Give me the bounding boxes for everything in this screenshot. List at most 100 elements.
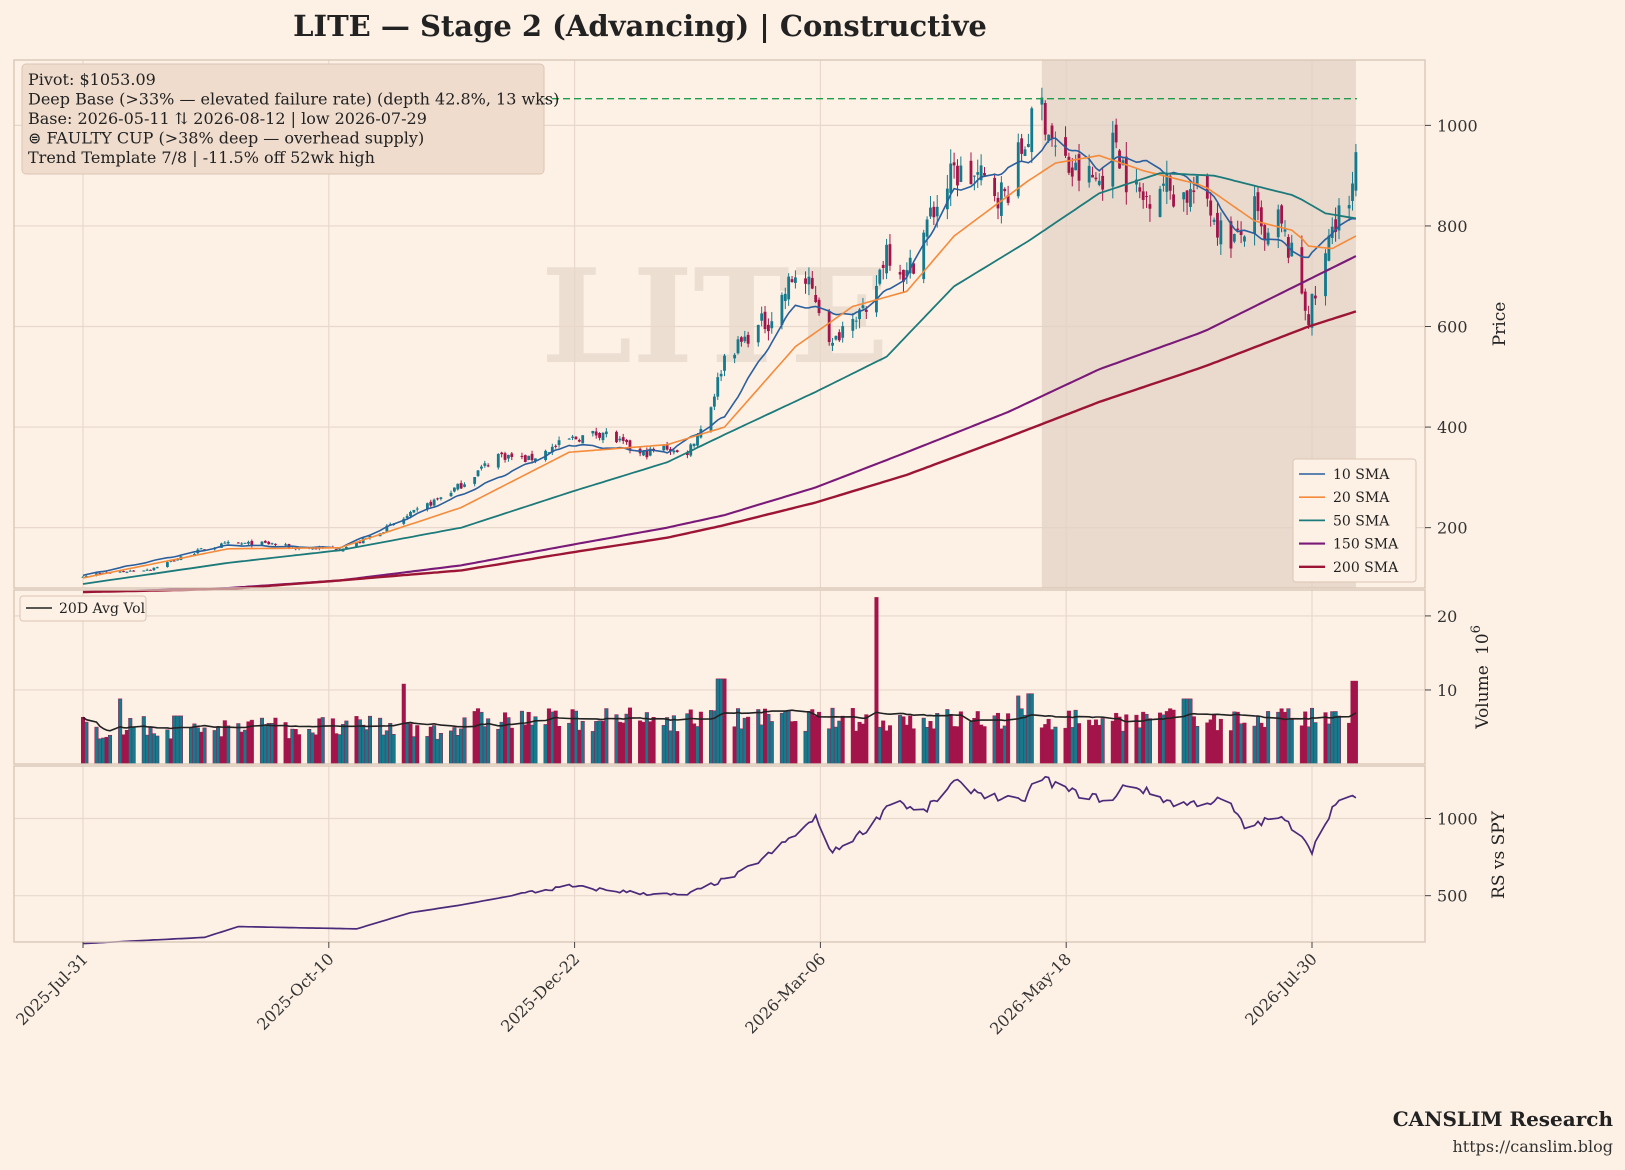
y-tick-label: 200 <box>1437 519 1468 538</box>
candle-body <box>527 455 531 460</box>
candle-body <box>861 305 865 309</box>
volume-bar <box>1309 707 1315 765</box>
info-line: Deep Base (>33% — elevated failure rate)… <box>28 90 559 109</box>
candle-body <box>1232 233 1236 242</box>
candle-body <box>1313 295 1317 299</box>
candle-body <box>662 445 666 451</box>
candle-body <box>969 160 973 185</box>
candle-body <box>145 569 149 571</box>
volume-bar <box>543 724 548 765</box>
candle-body <box>621 437 625 441</box>
candle-body <box>885 244 888 274</box>
volume-bar <box>1070 727 1075 765</box>
volume-bar <box>1046 718 1051 765</box>
volume-bar <box>1255 716 1260 765</box>
volume-bar <box>570 709 575 765</box>
candle-body <box>436 498 439 500</box>
volume-bar <box>189 727 194 765</box>
volume-bar <box>530 724 535 765</box>
volume-legend-box <box>19 595 147 622</box>
candle-body <box>405 515 409 519</box>
volume-bar <box>313 734 318 765</box>
volume-bar <box>432 725 437 765</box>
volume-bar <box>1188 698 1193 765</box>
volume-bar <box>833 726 838 765</box>
candle-body <box>122 571 125 573</box>
candle-body <box>692 443 696 447</box>
volume-bar <box>1161 714 1166 765</box>
volume-bar <box>1228 730 1233 765</box>
volume-axis-label: Volume <box>1473 665 1493 730</box>
candle-body <box>402 518 406 524</box>
volume-bar <box>763 708 768 765</box>
chart-title: LITE — Stage 2 (Advancing) | Constructiv… <box>293 9 987 43</box>
candle-body <box>1026 144 1030 147</box>
volume-bar <box>675 731 680 765</box>
volume-bar <box>131 726 136 765</box>
volume-bar <box>462 717 467 765</box>
volume-bar <box>975 711 980 765</box>
volume-bar <box>577 729 582 765</box>
candle-body <box>1334 219 1338 232</box>
volume-bar <box>243 729 248 765</box>
candle-body <box>223 542 227 544</box>
volume-bar <box>931 728 936 765</box>
candle-body <box>358 541 362 544</box>
candle-body <box>429 501 433 506</box>
volume-bar <box>1053 726 1058 765</box>
volume-bar <box>523 724 528 765</box>
volume-bar <box>557 725 562 765</box>
volume-bar <box>668 730 673 765</box>
volume-bar <box>388 723 393 765</box>
candle-body <box>1087 165 1091 183</box>
volume-bar <box>479 711 484 765</box>
candle-body <box>1050 125 1054 139</box>
candle-body <box>598 432 601 438</box>
sma-legend: 10 SMA 20 SMA 50 SMA 150 SMA 200 SMA <box>1292 458 1417 583</box>
volume-bar <box>199 731 204 765</box>
y-tick-label: 500 <box>1437 887 1468 906</box>
volume-bar <box>651 717 656 765</box>
volume-bar <box>124 730 129 765</box>
volume-bar <box>945 709 950 765</box>
volume-bar <box>955 726 960 765</box>
x-tick-label: 2026-Jul-30 <box>1241 949 1321 1029</box>
candle-body <box>642 450 645 456</box>
volume-bar <box>1147 718 1152 765</box>
candle-body <box>1276 209 1280 238</box>
candle-body <box>574 436 578 440</box>
candle-body <box>1094 177 1098 180</box>
volume-bar <box>378 717 383 765</box>
volume-bar <box>837 720 842 765</box>
candle-body <box>615 431 618 443</box>
candle-body <box>1016 142 1020 197</box>
volume-bar <box>118 698 123 765</box>
volume-bar <box>1039 727 1044 765</box>
candle-body <box>165 562 169 568</box>
volume-bar <box>476 708 481 765</box>
candle-body <box>456 483 460 490</box>
volume-legend-label: 20D Avg Vol <box>59 601 146 617</box>
volume-bar <box>1090 725 1095 765</box>
volume-bar <box>1016 695 1021 765</box>
volume-bar <box>1289 719 1294 765</box>
volume-bar <box>1336 715 1342 765</box>
candle-body <box>385 525 389 532</box>
candle-body <box>486 465 490 467</box>
volume-bar <box>472 711 477 765</box>
volume-bar <box>1279 708 1284 765</box>
volume-bar <box>901 716 906 765</box>
volume-bar <box>1252 725 1257 765</box>
volume-bar <box>874 597 879 765</box>
volume-bar <box>317 718 322 765</box>
volume-bar <box>790 721 795 765</box>
volume-bar <box>455 735 460 765</box>
volume-bar <box>1073 709 1078 765</box>
volume-bar <box>661 725 666 765</box>
candle-body <box>1256 192 1260 212</box>
candle-body <box>412 510 416 513</box>
candle-body <box>1354 152 1358 191</box>
volume-bar <box>624 713 629 765</box>
volume-bar <box>908 715 913 765</box>
